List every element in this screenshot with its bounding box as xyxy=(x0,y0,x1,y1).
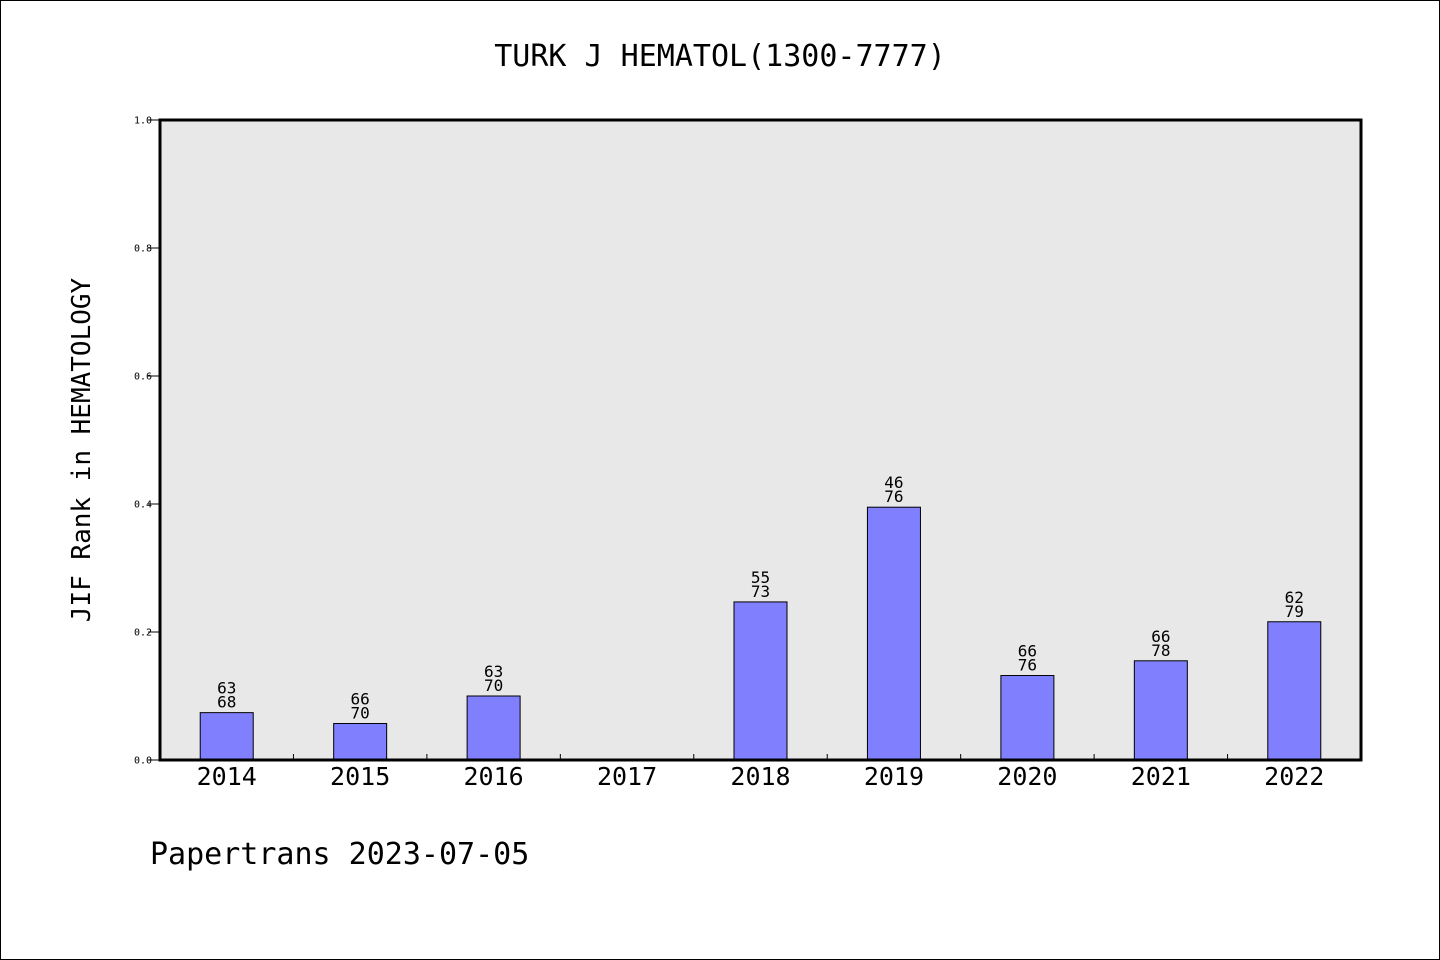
bar-2015 xyxy=(333,723,388,761)
data-label-total: 78 xyxy=(1151,641,1170,660)
data-label-rank: 66 xyxy=(1151,627,1170,646)
x-tick-label: 2015 xyxy=(330,762,390,791)
data-label-total: 68 xyxy=(217,693,236,712)
data-label-rank: 66 xyxy=(351,690,370,709)
bar-2018 xyxy=(733,601,788,761)
data-label-total: 70 xyxy=(351,704,370,723)
x-tick-label: 2016 xyxy=(464,762,524,791)
y-tick-label: 0.2 xyxy=(134,628,152,639)
data-label-total: 76 xyxy=(884,487,903,506)
x-tick-label: 2022 xyxy=(1264,762,1324,791)
x-tick-label: 2017 xyxy=(597,762,657,791)
bar-2014 xyxy=(199,712,254,761)
bar-2016 xyxy=(466,695,521,761)
y-tick-label: 0.6 xyxy=(134,372,152,383)
x-tick-label: 2021 xyxy=(1131,762,1191,791)
footer-text: Papertrans 2023-07-05 xyxy=(150,837,529,872)
x-tick-label: 2020 xyxy=(997,762,1057,791)
x-tick-label: 2014 xyxy=(197,762,257,791)
data-label-rank: 55 xyxy=(751,568,770,587)
bars xyxy=(199,506,1322,761)
data-label-total: 70 xyxy=(484,676,503,695)
data-label-rank: 63 xyxy=(217,679,236,698)
y-axis-label: JIF Rank in HEMATOLOGY xyxy=(67,277,97,622)
y-ticks: 0.0 0.2 0.4 0.6 0.8 1.0 xyxy=(134,116,160,767)
bar-2021 xyxy=(1133,660,1188,761)
x-tick-label: 2019 xyxy=(864,762,924,791)
data-label-rank: 62 xyxy=(1285,588,1304,607)
data-label-rank: 46 xyxy=(884,473,903,492)
x-ticks: 2014 2015 2016 2017 2018 2019 2020 2021 2022 xyxy=(197,754,1324,791)
chart-title: TURK J HEMATOL(1300-7777) xyxy=(494,39,946,74)
y-tick-label: 0.8 xyxy=(134,244,152,255)
data-label-total: 79 xyxy=(1285,602,1304,621)
y-tick-label: 0.0 xyxy=(134,756,152,767)
bar-2022 xyxy=(1267,621,1322,761)
bar-2019 xyxy=(866,506,921,761)
x-tick-label: 2018 xyxy=(730,762,790,791)
data-label-rank: 63 xyxy=(484,662,503,681)
y-tick-label: 1.0 xyxy=(134,116,152,127)
y-tick-label: 0.4 xyxy=(134,500,152,511)
data-label-total: 76 xyxy=(1018,656,1037,675)
plot-frame xyxy=(158,118,1363,762)
bar-2020 xyxy=(1000,675,1055,761)
data-label-rank: 66 xyxy=(1018,642,1037,661)
data-label-total: 73 xyxy=(751,582,770,601)
